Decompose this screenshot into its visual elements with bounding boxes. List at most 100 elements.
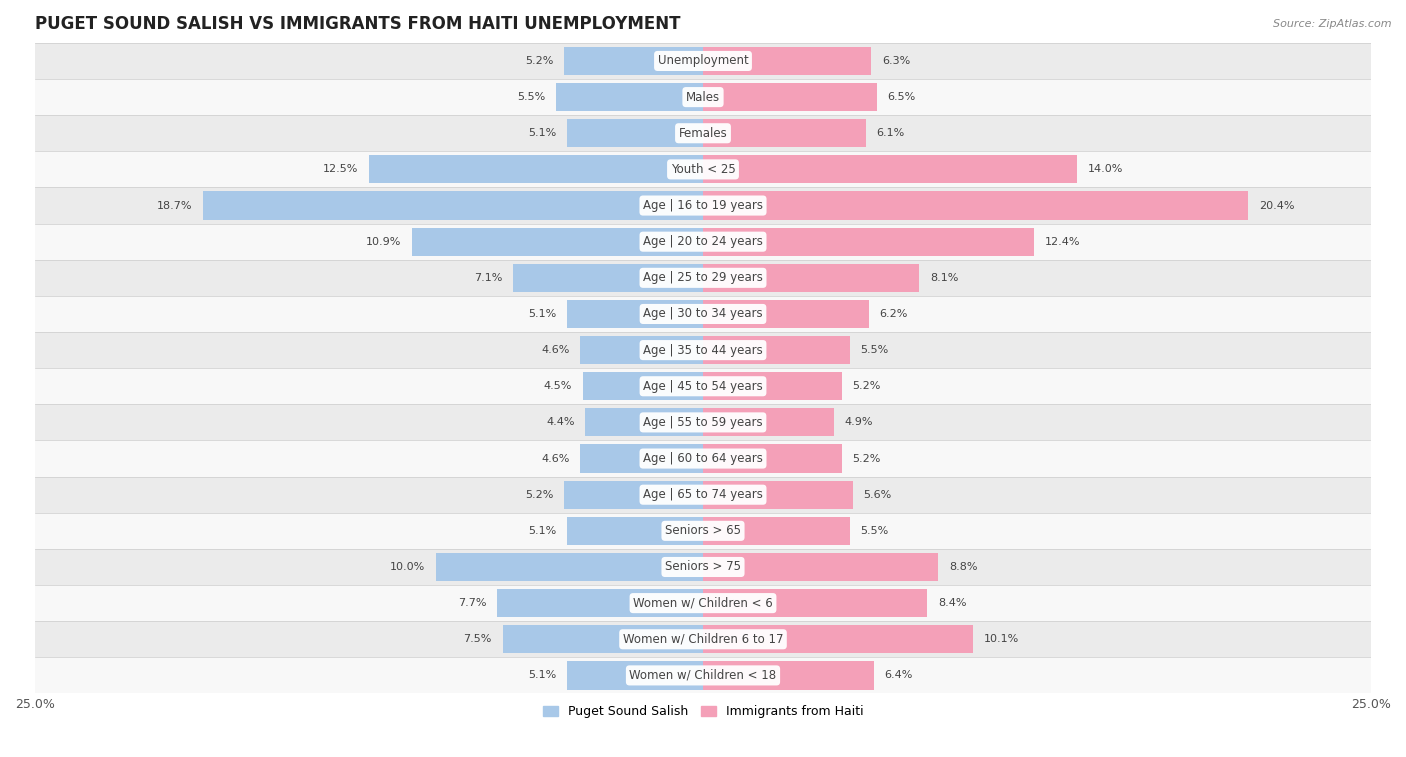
Bar [35,477,1371,512]
Bar [703,372,842,400]
Text: 5.1%: 5.1% [527,128,555,139]
Text: 8.8%: 8.8% [949,562,977,572]
Bar [703,300,869,328]
Bar [567,517,703,545]
Bar [35,223,1371,260]
Bar [502,625,703,653]
Bar [703,263,920,292]
Bar [35,441,1371,477]
Bar [35,43,1371,79]
Bar [368,155,703,183]
Bar [35,549,1371,585]
Text: 6.3%: 6.3% [882,56,910,66]
Bar [498,589,703,617]
Text: 6.2%: 6.2% [879,309,908,319]
Text: 5.5%: 5.5% [517,92,546,102]
Text: 5.1%: 5.1% [527,526,555,536]
Text: Seniors > 75: Seniors > 75 [665,560,741,574]
Text: Age | 25 to 29 years: Age | 25 to 29 years [643,271,763,285]
Bar [555,83,703,111]
Text: 5.2%: 5.2% [852,453,882,463]
Bar [703,47,872,75]
Text: 8.4%: 8.4% [938,598,967,608]
Text: 6.4%: 6.4% [884,671,912,681]
Bar [35,621,1371,657]
Text: 7.1%: 7.1% [474,273,502,283]
Bar [35,368,1371,404]
Text: 7.5%: 7.5% [464,634,492,644]
Text: 5.2%: 5.2% [524,56,554,66]
Bar [581,336,703,364]
Bar [703,119,866,148]
Bar [564,481,703,509]
Bar [35,512,1371,549]
Bar [412,228,703,256]
Text: 5.5%: 5.5% [860,526,889,536]
Bar [703,228,1035,256]
Text: Women w/ Children < 18: Women w/ Children < 18 [630,669,776,682]
Text: 6.5%: 6.5% [887,92,915,102]
Text: 5.2%: 5.2% [524,490,554,500]
Bar [567,119,703,148]
Bar [703,481,852,509]
Bar [35,296,1371,332]
Bar [35,151,1371,188]
Bar [567,662,703,690]
Bar [35,115,1371,151]
Bar [703,625,973,653]
Bar [35,260,1371,296]
Bar [204,192,703,220]
Text: Age | 65 to 74 years: Age | 65 to 74 years [643,488,763,501]
Bar [35,79,1371,115]
Text: 5.2%: 5.2% [852,382,882,391]
Text: 4.6%: 4.6% [541,453,569,463]
Bar [582,372,703,400]
Text: 18.7%: 18.7% [157,201,193,210]
Text: Age | 60 to 64 years: Age | 60 to 64 years [643,452,763,465]
Text: Males: Males [686,91,720,104]
Bar [703,589,928,617]
Bar [703,83,877,111]
Text: Age | 35 to 44 years: Age | 35 to 44 years [643,344,763,357]
Text: PUGET SOUND SALISH VS IMMIGRANTS FROM HAITI UNEMPLOYMENT: PUGET SOUND SALISH VS IMMIGRANTS FROM HA… [35,15,681,33]
Text: 20.4%: 20.4% [1258,201,1295,210]
Text: Women w/ Children < 6: Women w/ Children < 6 [633,597,773,609]
Bar [703,155,1077,183]
Text: 6.1%: 6.1% [877,128,905,139]
Bar [35,188,1371,223]
Text: Source: ZipAtlas.com: Source: ZipAtlas.com [1274,19,1392,29]
Bar [513,263,703,292]
Bar [567,300,703,328]
Text: Age | 45 to 54 years: Age | 45 to 54 years [643,380,763,393]
Bar [436,553,703,581]
Text: Age | 16 to 19 years: Age | 16 to 19 years [643,199,763,212]
Text: 10.0%: 10.0% [389,562,425,572]
Bar [703,662,875,690]
Bar [35,332,1371,368]
Text: Seniors > 65: Seniors > 65 [665,525,741,537]
Text: Age | 20 to 24 years: Age | 20 to 24 years [643,235,763,248]
Bar [35,585,1371,621]
Text: 4.6%: 4.6% [541,345,569,355]
Text: 4.9%: 4.9% [845,417,873,428]
Text: Unemployment: Unemployment [658,55,748,67]
Text: 8.1%: 8.1% [931,273,959,283]
Text: 5.1%: 5.1% [527,671,555,681]
Text: 10.1%: 10.1% [984,634,1019,644]
Legend: Puget Sound Salish, Immigrants from Haiti: Puget Sound Salish, Immigrants from Hait… [538,700,868,723]
Bar [703,336,851,364]
Bar [703,553,938,581]
Bar [703,444,842,472]
Text: 14.0%: 14.0% [1088,164,1123,174]
Bar [585,408,703,437]
Bar [35,657,1371,693]
Text: Youth < 25: Youth < 25 [671,163,735,176]
Bar [703,517,851,545]
Bar [703,408,834,437]
Text: 10.9%: 10.9% [366,237,401,247]
Bar [581,444,703,472]
Text: Females: Females [679,126,727,140]
Text: 12.4%: 12.4% [1045,237,1081,247]
Text: 5.5%: 5.5% [860,345,889,355]
Text: 4.5%: 4.5% [544,382,572,391]
